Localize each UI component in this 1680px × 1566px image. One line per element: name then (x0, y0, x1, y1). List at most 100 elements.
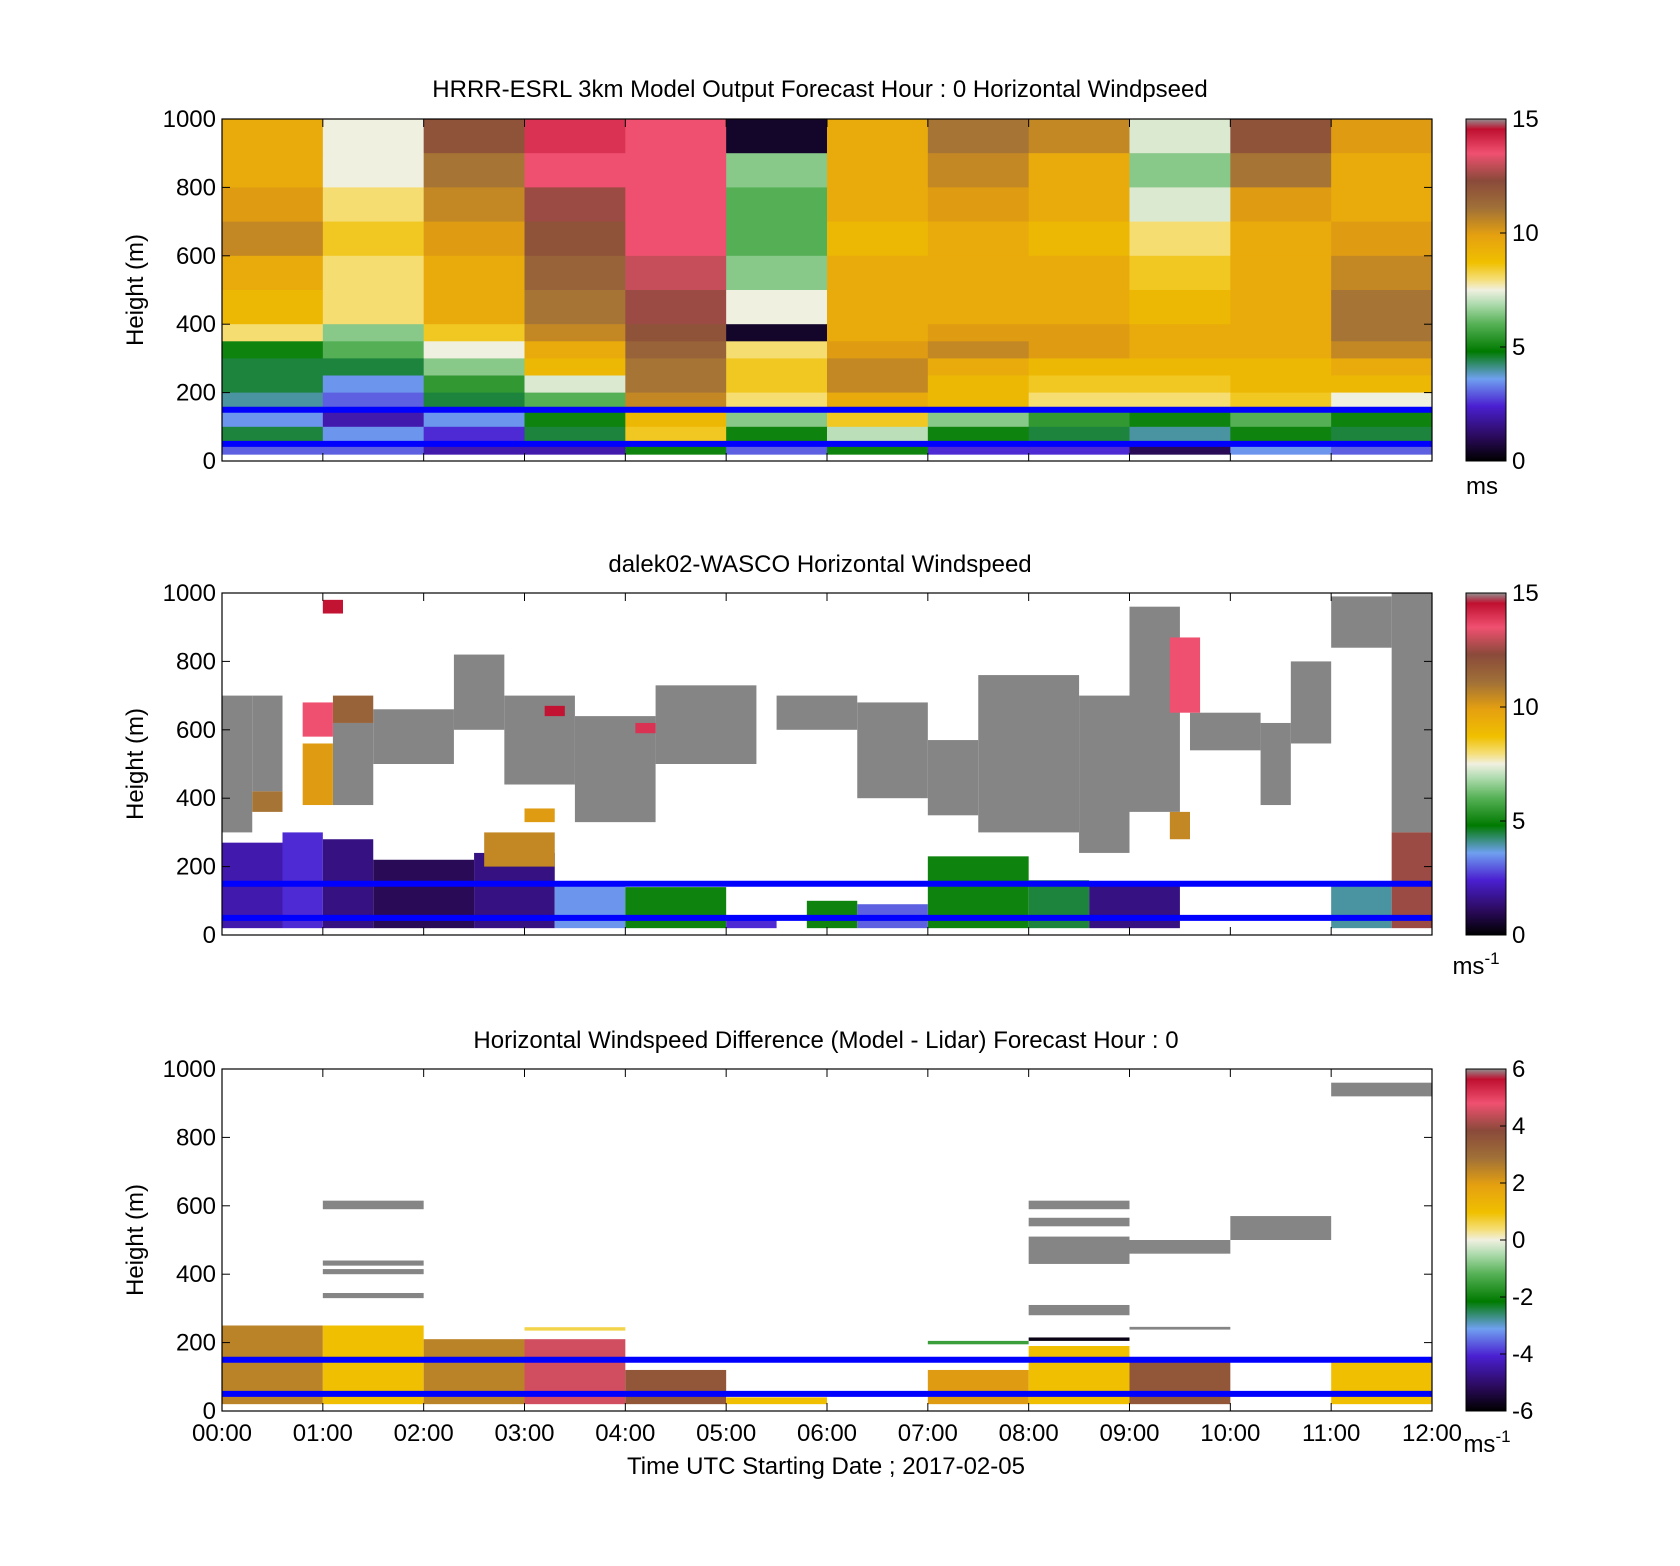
heatmap-cell (423, 290, 525, 325)
heatmap-cell (524, 119, 626, 154)
no-data-cell (453, 654, 505, 730)
heatmap-cell (1230, 221, 1332, 257)
no-data-cell (978, 675, 1080, 833)
no-data-cell (927, 740, 979, 816)
y-tick-label: 0 (203, 448, 216, 475)
heatmap-cell (827, 426, 929, 445)
heatmap-cell (827, 153, 929, 188)
heatmap-cell (222, 426, 324, 445)
heatmap-cell (524, 255, 626, 291)
heatmap-cell (1129, 290, 1231, 325)
heatmap-cell (1331, 883, 1392, 929)
y-tick-label: 600 (176, 717, 216, 744)
heatmap-cell (302, 702, 333, 737)
colorbar-tick-label: 0 (1512, 1227, 1525, 1254)
no-data-cell (1290, 661, 1332, 744)
heatmap-cell (1028, 443, 1130, 455)
heatmap-cell (625, 341, 727, 359)
colorbar-ticks: 0 5 10 15 (1500, 106, 1539, 475)
lidar-panel: dalek02-WASCO Horizontal Windspeed 0 200 4… (122, 551, 1539, 980)
heatmap-cell (927, 409, 1030, 428)
unit-base: ms (1463, 1431, 1495, 1458)
heatmap-cell (927, 392, 1030, 411)
y-tick-label: 400 (176, 311, 216, 338)
no-data-cell (373, 709, 454, 764)
y-axis-label: Height (m) (122, 708, 149, 820)
colorbar-unit: ms (1466, 473, 1498, 500)
no-data-cell (1230, 1216, 1332, 1240)
heatmap-cell (927, 153, 1030, 188)
heatmap-cell (524, 443, 626, 455)
colorbar-tick-label: 4 (1512, 1113, 1525, 1140)
colorbar (1465, 118, 1507, 462)
heatmap-cell (423, 119, 525, 154)
y-tick-label: 0 (203, 922, 216, 949)
heatmap-cell (625, 290, 727, 325)
heatmap-cell (625, 887, 727, 929)
heatmap-cell (423, 426, 525, 445)
heatmap-cell (1129, 324, 1231, 342)
colorbar-tick-label: 2 (1512, 1170, 1525, 1197)
heatmap-cell (1230, 426, 1332, 445)
heatmap-cell (625, 153, 727, 188)
heatmap-cell (1230, 341, 1332, 359)
heatmap-cell (423, 341, 525, 359)
y-tick-label: 800 (176, 1124, 216, 1151)
heatmap-cell (1230, 153, 1332, 188)
colorbar-tick-label: 0 (1512, 922, 1525, 949)
heatmap-cell (423, 187, 525, 223)
heatmap-cell (827, 119, 929, 154)
heatmap-cell (423, 324, 525, 342)
heatmap-cell (322, 443, 425, 455)
heatmap-cell (1230, 290, 1332, 325)
heatmap-cell (625, 358, 727, 376)
x-tick-label: 08:00 (999, 1420, 1059, 1447)
heatmap-cells (222, 593, 1432, 929)
heatmap-cell (726, 187, 828, 223)
heatmap-cell (524, 341, 626, 359)
heatmap-cell (322, 153, 425, 188)
colorbar (1465, 592, 1507, 936)
no-data-cell (1028, 1304, 1130, 1316)
colorbar-tick-label: 10 (1512, 694, 1539, 721)
heatmap-cell (1028, 255, 1130, 291)
colorbar-tick-label: 6 (1512, 1056, 1525, 1083)
heatmap-cell (1331, 324, 1433, 342)
heatmap-cell (1129, 392, 1231, 411)
heatmap-cell (1129, 341, 1231, 359)
unit-exponent: -1 (1495, 1427, 1510, 1446)
heatmap-cell (524, 187, 626, 223)
no-data-cell (574, 716, 656, 823)
no-data-cell (322, 1269, 424, 1275)
colorbar-ticks: -6 -4 -2 0 2 4 6 (1500, 1056, 1533, 1425)
panel-title: Horizontal Windspeed Difference (Model -… (473, 1027, 1178, 1054)
colorbar (1465, 1068, 1507, 1412)
heatmap-cell (1331, 1359, 1432, 1405)
heatmap-cell (1129, 375, 1231, 394)
heatmap-cell (322, 409, 425, 428)
heatmap-cell (927, 324, 1030, 342)
heatmap-cell (1331, 426, 1433, 445)
no-data-cell (252, 695, 283, 792)
colorbar-unit: ms-1 (1452, 949, 1499, 980)
heatmap-cell (726, 917, 777, 929)
x-tick-label: 07:00 (898, 1420, 958, 1447)
heatmap-cell (1028, 341, 1130, 359)
heatmap-cell (222, 392, 324, 411)
heatmap-cell (1028, 409, 1130, 428)
heatmap-cell (222, 255, 324, 291)
heatmap-cell (1028, 375, 1130, 394)
heatmap-cell (1331, 375, 1433, 394)
y-tick-label: 200 (176, 380, 216, 407)
heatmap-cell (252, 791, 283, 812)
heatmap-cell (554, 883, 626, 929)
no-data-cell (1391, 593, 1432, 833)
y-tick-label: 1000 (163, 580, 216, 607)
heatmap-cell (222, 375, 324, 394)
heatmap-cell (524, 392, 626, 411)
colorbar-tick-label: -6 (1512, 1398, 1533, 1425)
y-axis: 0 200 400 600 800 1000 (163, 106, 1432, 475)
heatmap-cell (524, 426, 626, 445)
heatmap-cell (726, 358, 828, 376)
heatmap-cell (322, 290, 425, 325)
